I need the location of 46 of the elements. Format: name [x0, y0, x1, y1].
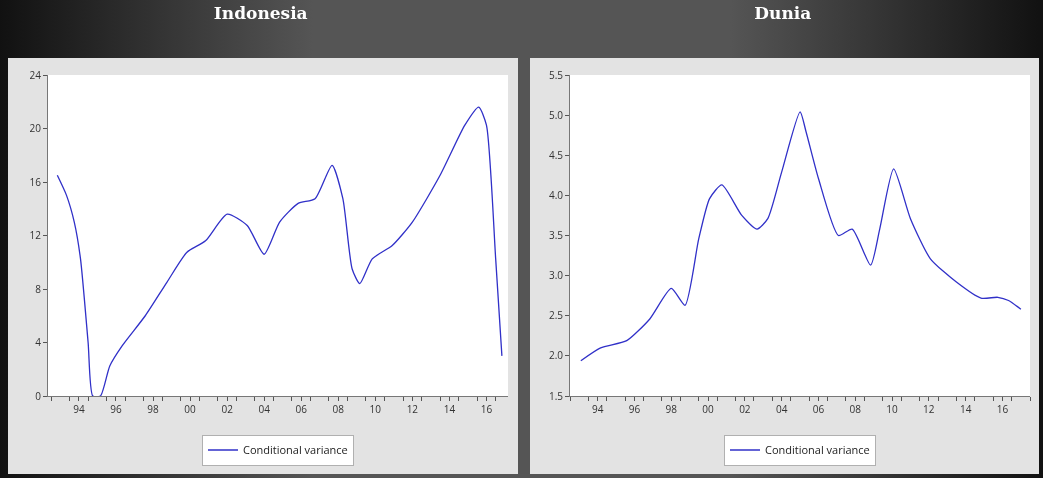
- x-tick-label: 16: [480, 402, 493, 416]
- x-tick-label: 08: [849, 402, 861, 416]
- x-tick-label: 10: [885, 402, 898, 416]
- chart-title: Dunia: [753, 3, 811, 24]
- x-tick-label: 10: [369, 402, 382, 416]
- x-tick-label: 98: [147, 402, 160, 416]
- y-tick-label: 16: [29, 174, 42, 189]
- y-tick-label: 4.0: [548, 187, 563, 202]
- y-tick-label: 0: [35, 388, 42, 403]
- chart-title: Indonesia: [213, 3, 308, 24]
- x-tick-label: 98: [665, 402, 677, 416]
- y-tick-label: 24: [29, 67, 42, 82]
- x-tick-label: 94: [73, 402, 85, 416]
- x-tick-label: 94: [591, 402, 604, 416]
- x-tick-label: 96: [628, 402, 640, 416]
- x-tick-label: 00: [701, 402, 714, 416]
- x-tick-label: 12: [922, 402, 935, 416]
- y-tick-label: 2.0: [548, 348, 563, 363]
- x-tick-label: 96: [110, 402, 122, 416]
- x-tick-label: 06: [812, 402, 824, 416]
- x-tick-label: 12: [406, 402, 419, 416]
- x-tick-label: 06: [295, 402, 308, 416]
- y-tick-label: 3.5: [548, 228, 563, 242]
- x-tick-label: 02: [221, 402, 234, 416]
- y-tick-label: 4: [35, 335, 42, 349]
- y-tick-label: 1.5: [548, 388, 563, 403]
- y-tick-label: 20: [29, 121, 42, 135]
- legend-label: Conditional variance: [764, 442, 870, 458]
- x-tick-label: 14: [959, 402, 972, 416]
- y-tick-label: 8: [35, 281, 42, 296]
- y-tick-label: 5.0: [548, 107, 563, 122]
- x-tick-label: 04: [258, 402, 271, 416]
- line-series: [579, 111, 1022, 362]
- x-tick-label: 02: [738, 402, 751, 416]
- y-tick-label: 4.5: [548, 147, 563, 162]
- y-tick-label: 5.5: [548, 67, 563, 82]
- x-tick-label: 16: [996, 402, 1008, 416]
- y-tick-label: 12: [29, 228, 42, 242]
- x-tick-label: 08: [332, 402, 345, 416]
- y-tick-label: 3.0: [548, 268, 563, 283]
- x-tick-label: 14: [443, 402, 456, 416]
- legend-label: Conditional variance: [243, 442, 348, 458]
- y-tick-label: 2.5: [548, 308, 563, 323]
- x-tick-label: 00: [184, 402, 197, 416]
- line-series: [56, 106, 503, 396]
- x-tick-label: 04: [775, 402, 788, 416]
